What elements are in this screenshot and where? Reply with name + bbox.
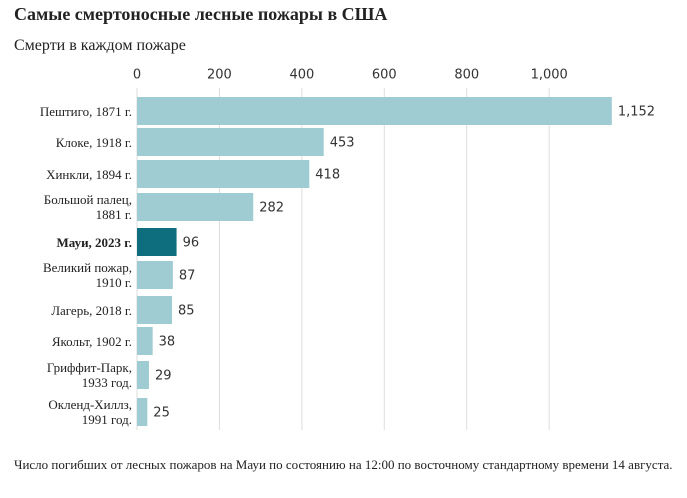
category-label: Пештиго, 1871 г. — [39, 103, 132, 119]
x-tick-label: 800 — [454, 68, 479, 83]
value-label: 29 — [155, 369, 172, 384]
value-label: 38 — [159, 335, 176, 350]
bar — [137, 193, 254, 221]
bar — [137, 327, 153, 355]
value-label: 25 — [153, 406, 170, 421]
bar — [137, 160, 310, 188]
bar — [137, 296, 173, 324]
category-label: Лагерь, 2018 г. — [51, 302, 132, 318]
category-label: Мауи, 2023 г. — [56, 234, 132, 250]
category-label: Великий пожар, 1910 г. — [42, 260, 132, 290]
value-label: 87 — [179, 269, 196, 284]
category-label: Клоке, 1918 г. — [55, 134, 132, 150]
value-label: 1,152 — [618, 105, 655, 120]
value-label: 85 — [178, 304, 195, 319]
bar — [137, 228, 177, 256]
value-label: 453 — [330, 136, 355, 151]
value-label: 418 — [315, 168, 340, 183]
x-tick-label: 600 — [372, 68, 397, 83]
value-label: 96 — [183, 236, 200, 251]
category-label: Гриффит-Парк, 1933 год. — [46, 360, 132, 390]
x-tick-label: 0 — [133, 68, 141, 83]
category-label: Большой палец, 1881 г. — [43, 192, 132, 222]
category-label: Хинкли, 1894 г. — [46, 166, 132, 182]
x-tick-label: 400 — [289, 68, 314, 83]
bar — [137, 361, 149, 389]
value-label: 282 — [259, 201, 284, 216]
chart-title: Самые смертоносные лесные пожары в США — [14, 4, 388, 24]
bar — [137, 261, 173, 289]
chart-subtitle: Смерти в каждом пожаре — [14, 37, 186, 54]
footnote: Число погибших от лесных пожаров на Мауи… — [14, 457, 673, 472]
category-label: Окленд-Хиллз, 1991 год. — [48, 397, 132, 427]
bar — [137, 128, 324, 156]
category-label: Якольт, 1902 г. — [51, 333, 132, 349]
x-tick-label: 200 — [207, 68, 232, 83]
bar — [137, 398, 148, 426]
bar — [137, 97, 612, 125]
x-tick-label: 1,000 — [531, 68, 568, 83]
